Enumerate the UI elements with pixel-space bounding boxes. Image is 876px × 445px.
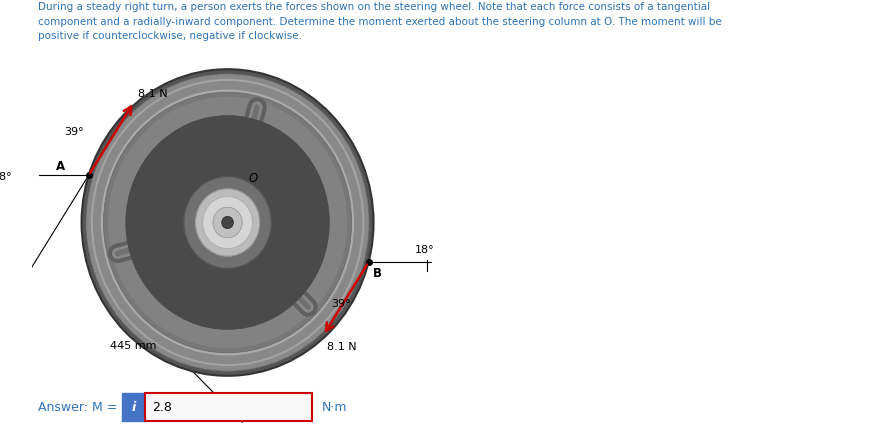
Text: A: A [56, 160, 66, 173]
Text: 39°: 39° [64, 127, 83, 137]
Ellipse shape [202, 196, 252, 249]
Text: B: B [373, 267, 382, 279]
Ellipse shape [101, 89, 355, 356]
Text: 8.1 N: 8.1 N [138, 89, 168, 99]
Text: During a steady right turn, a person exerts the forces shown on the steering whe: During a steady right turn, a person exe… [39, 2, 722, 41]
Text: i: i [131, 400, 136, 414]
Ellipse shape [213, 207, 242, 238]
FancyBboxPatch shape [145, 393, 312, 421]
Text: N·m: N·m [321, 400, 347, 414]
Text: Answer: M =: Answer: M = [39, 400, 117, 414]
Text: 2.8: 2.8 [152, 400, 172, 414]
Ellipse shape [108, 97, 347, 348]
Ellipse shape [222, 216, 233, 229]
Ellipse shape [184, 177, 272, 268]
Ellipse shape [125, 115, 329, 330]
Ellipse shape [103, 92, 351, 353]
Text: O: O [249, 172, 258, 185]
FancyBboxPatch shape [122, 393, 145, 421]
Ellipse shape [81, 69, 373, 376]
Text: 445 mm: 445 mm [110, 341, 157, 351]
Ellipse shape [195, 189, 259, 256]
Text: 39°: 39° [331, 299, 350, 309]
Text: 18°: 18° [0, 172, 12, 182]
Text: 18°: 18° [414, 245, 434, 255]
Text: 8.1 N: 8.1 N [328, 342, 357, 352]
Ellipse shape [86, 74, 369, 371]
